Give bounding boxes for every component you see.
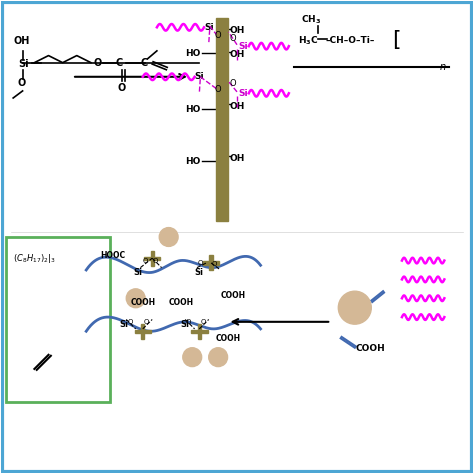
- Text: COOH: COOH: [220, 291, 246, 300]
- Text: O: O: [230, 35, 237, 44]
- Text: HO: HO: [185, 48, 201, 57]
- Text: C: C: [116, 58, 123, 68]
- Text: COOH: COOH: [131, 298, 156, 307]
- Bar: [203, 261, 219, 264]
- Text: O: O: [144, 319, 149, 325]
- Text: OH: OH: [230, 102, 246, 111]
- Text: COOH: COOH: [356, 344, 385, 353]
- Text: O: O: [214, 31, 221, 40]
- Text: HO: HO: [185, 157, 201, 166]
- Text: COOH: COOH: [169, 298, 194, 307]
- Circle shape: [183, 348, 201, 366]
- Text: $\mathbf{H_3C}$: $\mathbf{H_3C}$: [298, 35, 319, 47]
- Text: Si: Si: [238, 89, 247, 98]
- Text: Si: Si: [181, 319, 190, 328]
- Text: Si: Si: [238, 42, 247, 51]
- Text: O: O: [198, 260, 203, 266]
- Circle shape: [338, 291, 371, 324]
- Text: Si: Si: [195, 72, 204, 81]
- Text: O: O: [230, 79, 237, 88]
- Text: O: O: [127, 319, 133, 325]
- Bar: [210, 255, 213, 271]
- Bar: [198, 324, 201, 339]
- Bar: [144, 256, 160, 260]
- Text: OH: OH: [230, 27, 246, 36]
- Bar: [191, 329, 208, 333]
- Text: Si: Si: [195, 268, 204, 277]
- Text: O: O: [212, 262, 218, 267]
- Text: HOOC: HOOC: [100, 251, 126, 260]
- Text: O: O: [93, 58, 101, 68]
- Text: n: n: [439, 62, 446, 72]
- Circle shape: [209, 348, 228, 366]
- Text: –CH–O–Ti–: –CH–O–Ti–: [326, 36, 375, 45]
- Text: OH: OH: [13, 36, 29, 46]
- Text: Si: Si: [18, 59, 28, 69]
- Circle shape: [159, 228, 178, 246]
- Text: C: C: [140, 58, 147, 68]
- Text: OH: OH: [230, 154, 246, 163]
- Text: Si: Si: [119, 319, 128, 328]
- Text: O: O: [143, 258, 148, 264]
- Text: Si: Si: [204, 23, 214, 32]
- Text: HO: HO: [185, 105, 201, 114]
- Bar: [135, 329, 151, 333]
- Text: O: O: [117, 83, 126, 93]
- Text: O: O: [200, 319, 206, 325]
- Bar: [141, 324, 145, 339]
- Text: Si: Si: [133, 268, 142, 277]
- Text: OH: OH: [230, 50, 246, 59]
- Bar: [151, 251, 154, 266]
- Text: O: O: [214, 85, 221, 94]
- Text: $(C_8H_{17})_2|_3$: $(C_8H_{17})_2|_3$: [13, 252, 56, 264]
- Text: O: O: [153, 258, 158, 264]
- Text: $\mathbf{CH_3}$: $\mathbf{CH_3}$: [301, 14, 321, 26]
- Text: [: [: [392, 30, 401, 50]
- Text: COOH: COOH: [216, 334, 241, 343]
- Text: O: O: [18, 78, 26, 88]
- Text: O: O: [186, 319, 191, 325]
- Circle shape: [126, 289, 145, 308]
- Bar: [216, 18, 228, 220]
